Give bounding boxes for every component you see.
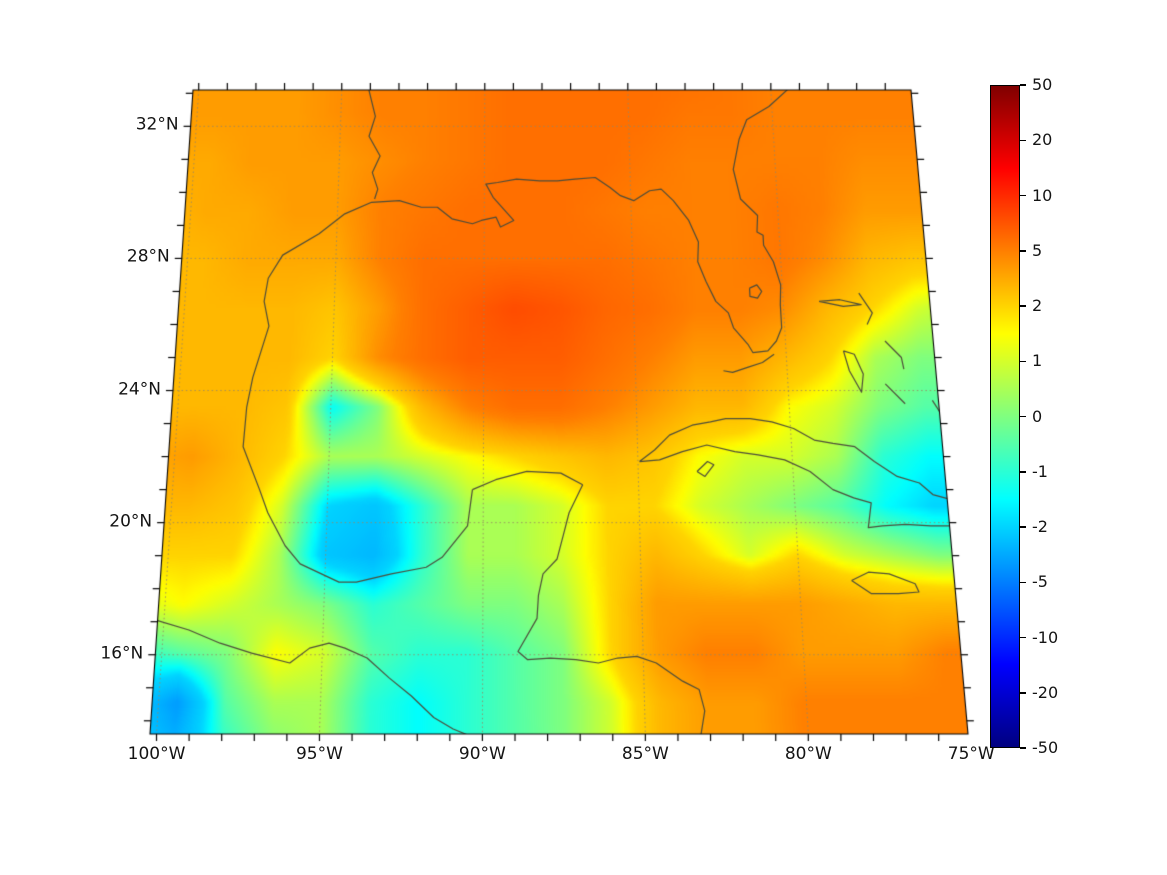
colorbar-tick-label: 20 <box>1032 130 1053 150</box>
colorbar-tick <box>1020 305 1026 307</box>
colorbar-tick-label: -10 <box>1032 627 1059 647</box>
lon-tick-label: 85°W <box>621 744 669 764</box>
colorbar-tick <box>1020 194 1026 197</box>
colorbar-tick-label: -2 <box>1032 517 1048 536</box>
colorbar-tick-label: -5 <box>1032 572 1048 592</box>
lon-tick-label: 95°W <box>295 744 343 764</box>
colorbar-tick-label: 5 <box>1032 240 1043 260</box>
colorbar-tick-label: 50 <box>1032 75 1053 94</box>
colorbar-tick-label: 10 <box>1032 185 1053 205</box>
lat-tick-label: 20°N <box>109 511 153 532</box>
colorbar-tick <box>1020 747 1026 749</box>
colorbar <box>990 85 1020 748</box>
colorbar-tick <box>1020 471 1026 473</box>
lat-tick-label: 16°N <box>100 643 144 664</box>
colorbar-tick-label: -50 <box>1032 738 1059 757</box>
colorbar-tick <box>1020 360 1026 362</box>
colorbar-tick <box>1020 415 1026 418</box>
colorbar-tick-label: -20 <box>1032 682 1059 702</box>
lat-tick-label: 32°N <box>135 114 179 135</box>
lon-tick-label: 100°W <box>127 744 186 764</box>
colorbar-tick <box>1020 250 1026 252</box>
colorbar-tick <box>1020 581 1026 583</box>
lat-tick-label: 28°N <box>126 247 170 268</box>
colorbar-tick <box>1020 526 1026 528</box>
colorbar-tick-label: -1 <box>1032 461 1048 481</box>
colorbar-tick-label: 2 <box>1032 296 1043 315</box>
colorbar-tick <box>1020 692 1026 694</box>
colorbar-tick <box>1020 636 1026 639</box>
colorbar-tick-label: 1 <box>1032 351 1043 371</box>
lat-tick-label: 24°N <box>118 379 161 400</box>
lon-tick-label: 90°W <box>458 744 506 764</box>
colorbar-tick <box>1020 139 1026 141</box>
colorbar-tick-label: 0 <box>1032 406 1043 426</box>
lon-tick-label: 75°W <box>947 744 995 764</box>
colorbar-tick <box>1020 84 1026 86</box>
lon-tick-label: 80°W <box>784 744 832 764</box>
